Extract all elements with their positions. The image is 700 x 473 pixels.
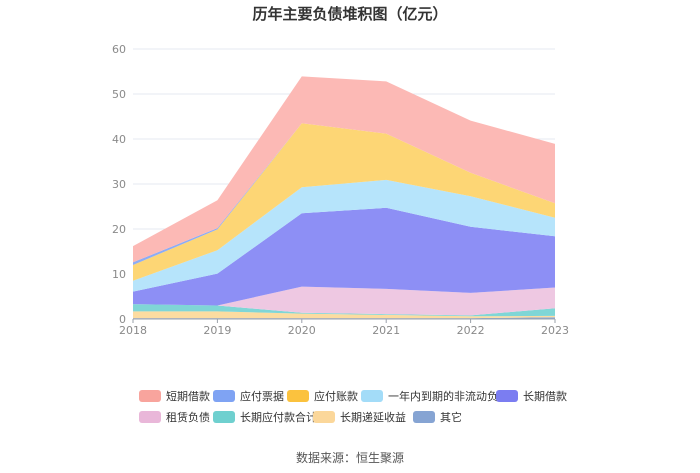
legend-label: 长期应付款合计 xyxy=(240,411,317,424)
chart-title: 历年主要负债堆积图（亿元） xyxy=(252,5,448,23)
legend-item[interactable]: 一年内到期的非流动负债 xyxy=(361,388,509,404)
legend-swatch xyxy=(213,411,235,423)
legend-label: 一年内到期的非流动负债 xyxy=(388,390,509,403)
legend-item[interactable]: 应付账款 xyxy=(287,388,358,404)
legend-label: 租赁负债 xyxy=(166,411,210,424)
legend-swatch xyxy=(496,390,518,402)
area-series-3 xyxy=(133,286,555,316)
x-tick-label: 2020 xyxy=(288,324,316,337)
area-series-6 xyxy=(133,123,555,281)
legend-item[interactable]: 应付票据 xyxy=(213,388,284,404)
axes: 0 10 20 30 40 50 60 2018 2019 2020 2021 2022 2023 xyxy=(112,43,569,337)
data-source: 数据来源：恒生聚源 xyxy=(295,451,404,465)
y-tick-label: 60 xyxy=(112,43,126,56)
y-tick-label: 10 xyxy=(112,268,126,281)
legend-label: 应付票据 xyxy=(240,390,284,403)
y-tick-label: 20 xyxy=(112,223,126,236)
legend-label: 其它 xyxy=(440,411,462,424)
area-series xyxy=(133,76,555,319)
legend-item[interactable]: 其它 xyxy=(413,409,462,425)
legend-label: 长期递延收益 xyxy=(340,411,406,424)
legend-item[interactable]: 长期应付款合计 xyxy=(213,409,317,425)
legend-swatch xyxy=(213,390,235,402)
legend-item[interactable]: 长期借款 xyxy=(496,388,567,404)
x-tick-label: 2021 xyxy=(372,324,400,337)
x-tick-label: 2022 xyxy=(457,324,485,337)
legend-swatch xyxy=(413,411,435,423)
area-series-2 xyxy=(133,304,555,317)
area-series-5 xyxy=(133,179,555,292)
legend-swatch xyxy=(361,390,383,402)
area-series-4 xyxy=(133,207,555,306)
legend-item[interactable]: 长期递延收益 xyxy=(313,409,406,425)
y-tick-label: 0 xyxy=(119,313,126,326)
legend-label: 长期借款 xyxy=(523,390,567,403)
legend-swatch xyxy=(287,390,309,402)
x-tick-label: 2023 xyxy=(541,324,569,337)
legend-item[interactable]: 短期借款 xyxy=(139,388,210,404)
y-tick-label: 30 xyxy=(112,178,126,191)
legend-label: 短期借款 xyxy=(166,390,210,403)
legend-swatch xyxy=(313,411,335,423)
legend-item[interactable]: 租赁负债 xyxy=(139,409,210,425)
legend-label: 应付账款 xyxy=(314,390,358,403)
y-tick-label: 50 xyxy=(112,88,126,101)
legend-swatch xyxy=(139,411,161,423)
legend-swatch xyxy=(139,390,161,402)
area-series-1 xyxy=(133,311,555,319)
y-tick-label: 40 xyxy=(112,133,126,146)
x-tick-label: 2019 xyxy=(203,324,231,337)
x-tick-label: 2018 xyxy=(119,324,147,337)
area-series-8 xyxy=(133,76,555,263)
